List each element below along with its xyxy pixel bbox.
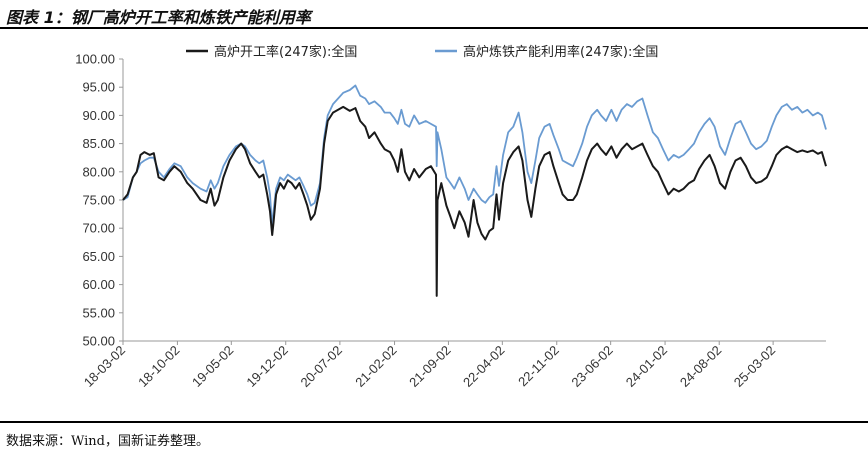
y-tick-label: 85.00 (82, 136, 115, 151)
footer-divider (0, 421, 868, 423)
x-tick-label: 19-12-02 (243, 343, 290, 390)
x-axis: 18-03-02 18-10-02 19-05-02 19-12-02 20-07-02… (81, 340, 826, 390)
x-tick-label: 24-01-02 (623, 343, 670, 390)
x-tick-label: 24-08-02 (677, 343, 724, 390)
page-title: 图表 1：钢厂高炉开工率和炼铁产能利用率 (6, 8, 311, 27)
x-tick-label: 20-07-02 (298, 343, 345, 390)
title-divider (0, 27, 868, 29)
y-tick-label: 50.00 (82, 334, 115, 349)
x-tick-label: 18-10-02 (135, 343, 182, 390)
y-tick-label: 55.00 (82, 305, 115, 320)
legend-label: 高炉开工率(247家):全国 (214, 44, 357, 60)
x-tick-label: 21-09-02 (406, 343, 453, 390)
y-tick-label: 60.00 (82, 277, 115, 292)
x-tick-label: 25-03-02 (731, 343, 778, 390)
legend: 高炉开工率(247家):全国 高炉炼铁产能利用率(247家):全国 (186, 44, 658, 60)
y-tick-label: 65.00 (82, 249, 115, 264)
x-tick-label: 22-11-02 (515, 343, 562, 390)
x-tick-label: 21-02-02 (352, 343, 399, 390)
line-chart: 50.00 55.00 60.00 65.00 70.00 75.00 80.00 85.00… (75, 44, 827, 390)
series-layer (122, 84, 827, 297)
y-tick-label: 100.00 (75, 52, 115, 67)
source-note: 数据来源：Wind，国新证券整理。 (6, 434, 209, 449)
x-tick-label: 22-04-02 (460, 343, 507, 390)
legend-label: 高炉炼铁产能利用率(247家):全国 (463, 44, 658, 60)
y-tick-label: 95.00 (82, 80, 115, 95)
series-line-ironmaking-capacity-utilization (122, 84, 827, 230)
y-tick-label: 90.00 (82, 108, 115, 123)
y-axis: 50.00 55.00 60.00 65.00 70.00 75.00 80.00 85.00… (75, 52, 124, 349)
y-tick-label: 75.00 (82, 193, 115, 208)
y-tick-label: 70.00 (82, 221, 115, 236)
y-tick-label: 80.00 (82, 164, 115, 179)
series-line-blast-furnace-operating-rate (122, 105, 827, 297)
x-tick-label: 18-03-02 (81, 343, 128, 390)
x-tick-label: 23-06-02 (568, 343, 615, 390)
x-tick-label: 19-05-02 (189, 343, 236, 390)
